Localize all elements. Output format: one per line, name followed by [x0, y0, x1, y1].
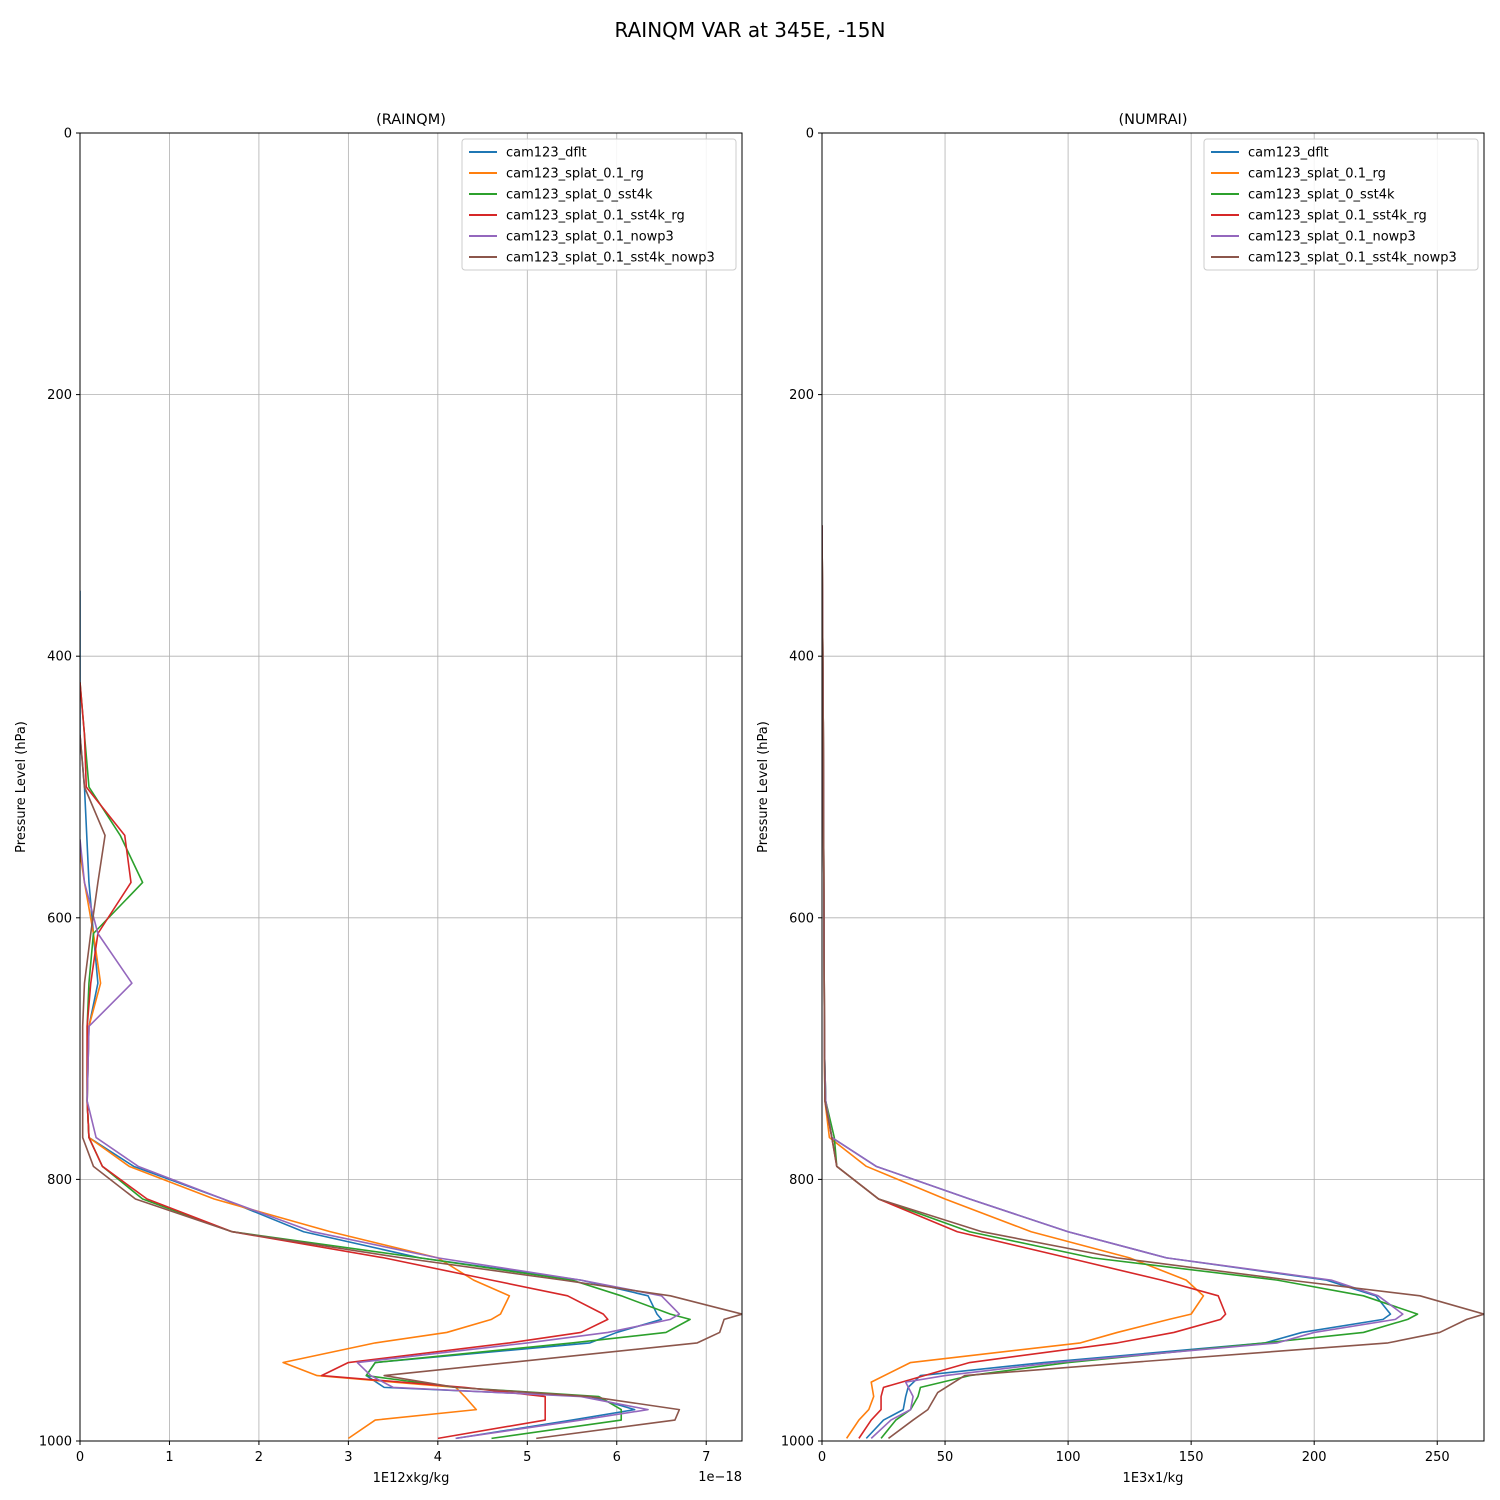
x-tick-label: 6	[613, 1450, 621, 1465]
y-tick-label: 400	[789, 650, 814, 665]
legend-entry: cam123_splat_0.1_sst4k_rg	[1248, 209, 1427, 224]
y-tick-label: 1000	[781, 1435, 814, 1450]
x-tick-label: 0	[76, 1450, 84, 1465]
x-tick-label: 150	[1179, 1450, 1204, 1465]
x-tick-label: 250	[1425, 1450, 1450, 1465]
x-tick-label: 4	[434, 1450, 442, 1465]
legend-entry: cam123_splat_0.1_nowp3	[506, 230, 674, 245]
legend-entry: cam123_splat_0.1_sst4k_nowp3	[1248, 251, 1457, 266]
x-axis-label: 1E12xkg/kg	[373, 1471, 450, 1486]
y-tick-label: 800	[789, 1173, 814, 1188]
series-line-cam123-splat-0-1-sst4k-nowp3	[822, 525, 1484, 1440]
y-tick-label: 600	[789, 911, 814, 926]
y-tick-label: 0	[64, 127, 72, 142]
legend-entry: cam123_dflt	[506, 146, 587, 161]
series-group	[822, 525, 1484, 1440]
panel-title: (RAINQM)	[376, 112, 446, 128]
series-line-cam123-splat-0-sst4k	[822, 525, 1419, 1439]
axes-frame	[79, 132, 743, 1442]
x-tick-label: 0	[818, 1450, 826, 1465]
legend-entry: cam123_splat_0_sst4k	[506, 188, 653, 203]
y-tick-label: 600	[47, 911, 72, 926]
series-line-cam123-splat-0-1-nowp3	[822, 525, 1404, 1439]
series-line-cam123-splat-0-sst4k	[80, 682, 691, 1440]
legend: cam123_dflt cam123_splat_0.1_rg cam123_spl…	[1203, 138, 1479, 271]
series-line-cam123-splat-0-1-sst4k-rg	[80, 682, 609, 1440]
panel-rainqm: 0 1 2 3 4 5 6 7 0 200 400 600 800 1000 (RAINQM) 1E12xkg…	[14, 112, 743, 1486]
legend-entry: cam123_splat_0.1_rg	[1248, 167, 1386, 182]
x-tick-label: 1	[165, 1450, 173, 1465]
x-tick-label: 100	[1056, 1450, 1081, 1465]
y-tick-label: 0	[806, 127, 814, 142]
y-tick-label: 800	[47, 1173, 72, 1188]
legend-entry: cam123_splat_0_sst4k	[1248, 188, 1395, 203]
series-line-cam123-splat-0-1-rg	[822, 525, 1205, 1439]
legend-entry: cam123_splat_0.1_sst4k_nowp3	[506, 251, 715, 266]
series-line-cam123-splat-0-1-sst4k-rg	[822, 525, 1227, 1439]
legend-entry: cam123_splat_0.1_sst4k_rg	[506, 209, 685, 224]
legend-box	[1203, 138, 1479, 271]
series-line-cam123-dflt	[80, 590, 663, 1440]
series-line-cam123-splat-0-1-nowp3	[80, 839, 681, 1440]
legend-entry: cam123_dflt	[1248, 146, 1329, 161]
y-tick-label: 400	[47, 650, 72, 665]
y-axis-label: Pressure Level (hPa)	[756, 721, 771, 853]
legend-entry: cam123_splat_0.1_rg	[506, 167, 644, 182]
axes-frame	[821, 132, 1485, 1442]
x-axis-label: 1E3x1/kg	[1123, 1471, 1184, 1486]
panel-title: (NUMRAI)	[1119, 112, 1188, 128]
x-tick-label: 200	[1302, 1450, 1327, 1465]
legend-entry: cam123_splat_0.1_nowp3	[1248, 230, 1416, 245]
x-tick-label: 5	[523, 1450, 531, 1465]
y-tick-label: 200	[47, 388, 72, 403]
series-line-cam123-splat-0-1-sst4k-nowp3	[80, 734, 742, 1440]
x-tick-label: 3	[344, 1450, 352, 1465]
y-tick-label: 1000	[39, 1435, 72, 1450]
x-tick-label: 7	[702, 1450, 710, 1465]
x-offset-label: 1e−18	[698, 1470, 742, 1485]
legend-box	[461, 138, 737, 271]
figure-title: RAINQM VAR at 345E, -15N	[615, 18, 886, 42]
y-tick-label: 200	[789, 388, 814, 403]
series-line-cam123-dflt	[822, 525, 1392, 1439]
x-tick-label: 2	[255, 1450, 263, 1465]
panel-numrai: 0 50 100 150 200 250 0 200 400 600 800 1000 (NUMRAI)…	[756, 112, 1485, 1486]
y-axis-label: Pressure Level (hPa)	[14, 721, 29, 853]
legend: cam123_dflt cam123_splat_0.1_rg cam123_spl…	[461, 138, 737, 271]
series-group	[80, 590, 742, 1440]
x-tick-label: 50	[937, 1450, 954, 1465]
series-line-cam123-splat-0-1-rg	[80, 852, 511, 1440]
